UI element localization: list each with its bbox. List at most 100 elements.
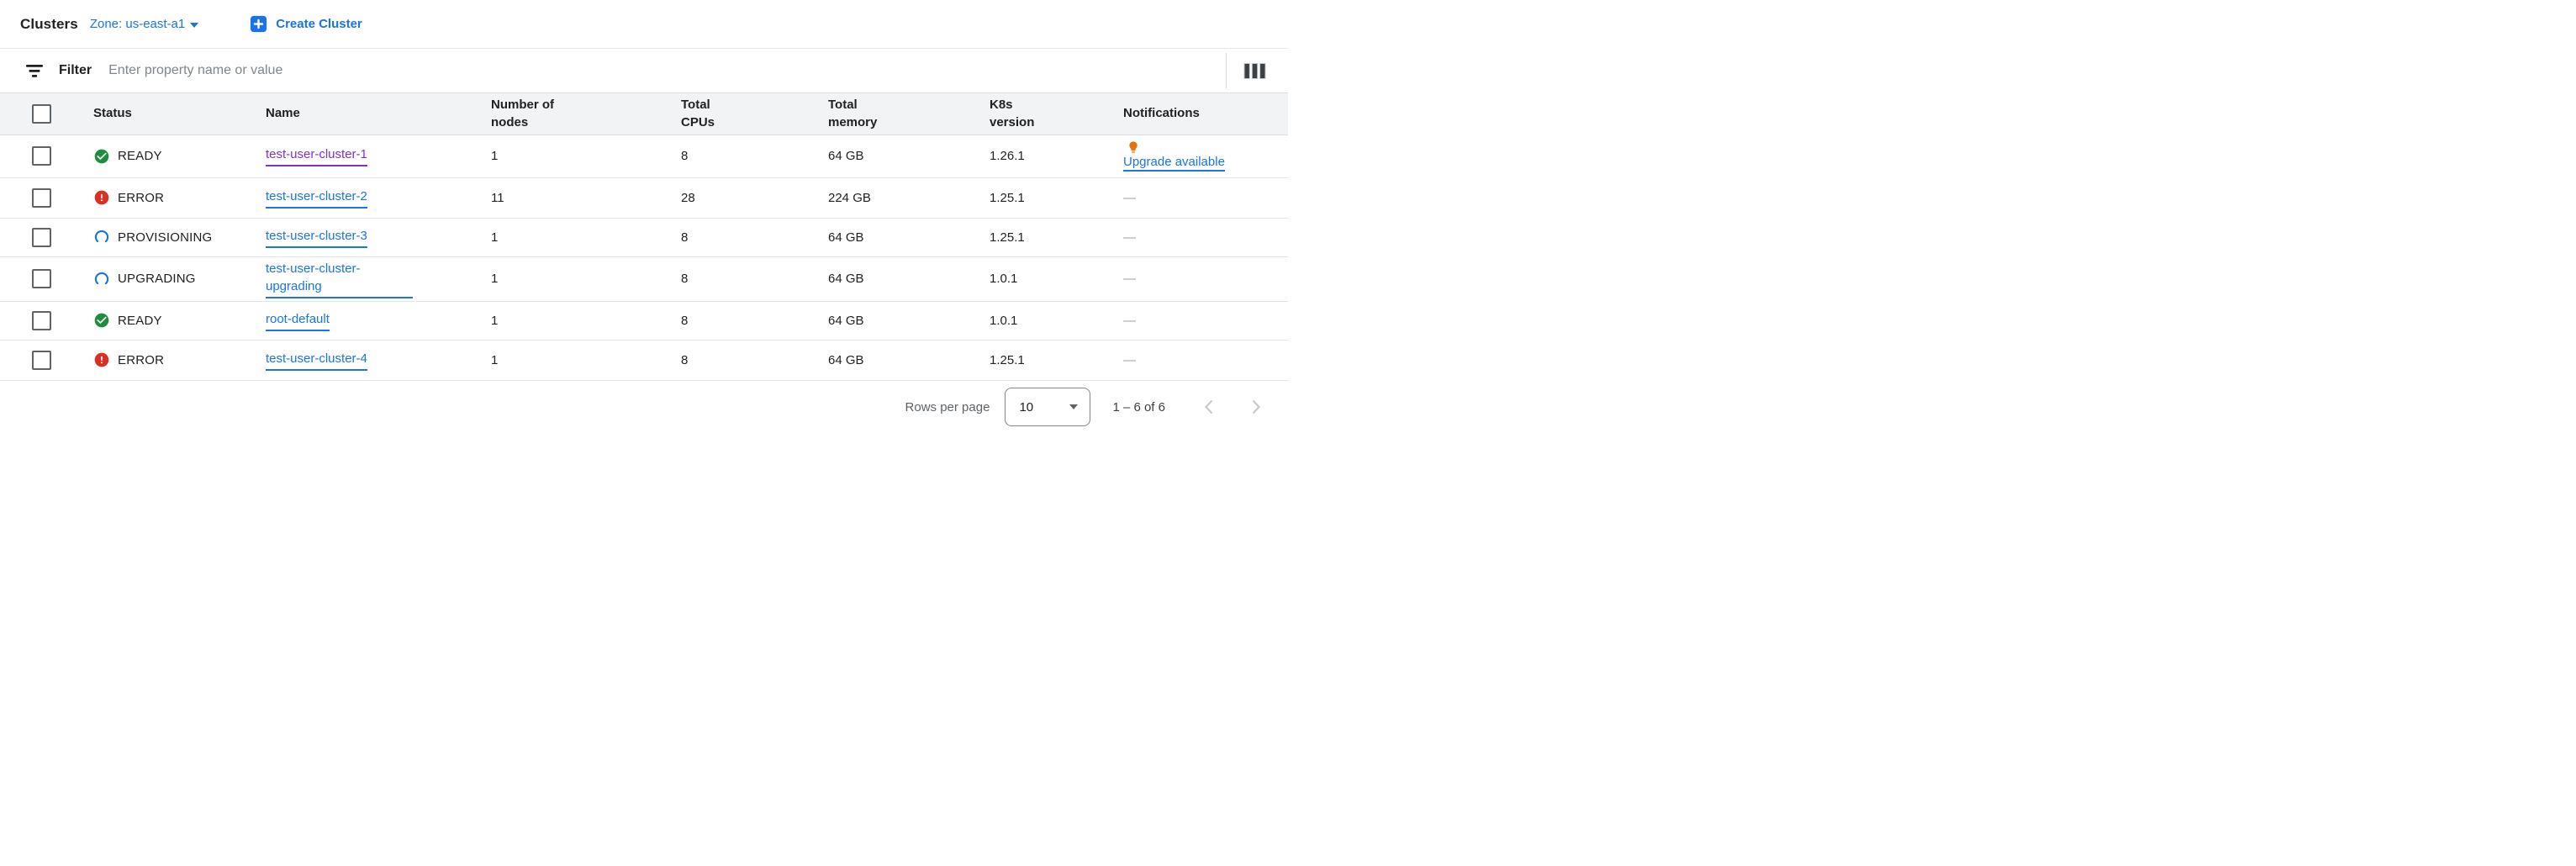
row-checkbox[interactable] bbox=[32, 146, 51, 166]
k8s-version-cell: 1.0.1 bbox=[990, 256, 1123, 302]
nodes-cell: 1 bbox=[491, 135, 681, 178]
no-notification-dash: — bbox=[1123, 313, 1136, 328]
no-notification-dash: — bbox=[1123, 230, 1136, 245]
table-row: READY test-user-cluster-1 1 8 64 GB 1.26.1 Upg… bbox=[0, 135, 1288, 178]
upgrade-available-link[interactable]: Upgrade available bbox=[1123, 155, 1225, 172]
column-header-notifications: Notifications bbox=[1123, 93, 1288, 135]
status-label: ERROR bbox=[118, 352, 165, 367]
cpus-cell: 8 bbox=[681, 256, 828, 302]
next-page-button[interactable] bbox=[1252, 399, 1261, 415]
status-label: UPGRADING bbox=[118, 272, 196, 286]
status-error-icon bbox=[93, 351, 110, 368]
rows-per-page-label: Rows per page bbox=[905, 399, 990, 415]
nodes-cell: 1 bbox=[491, 340, 681, 381]
k8s-version-cell: 1.0.1 bbox=[990, 301, 1123, 341]
row-checkbox[interactable] bbox=[32, 187, 51, 208]
create-cluster-button[interactable]: Create Cluster bbox=[249, 14, 362, 34]
column-header-status: Status bbox=[93, 93, 266, 135]
table-row: PROVISIONING test-user-cluster-3 1 8 64 GB 1.… bbox=[0, 218, 1288, 257]
chevron-left-icon bbox=[1204, 399, 1213, 415]
create-cluster-label: Create Cluster bbox=[276, 17, 362, 31]
column-header-k8s-version: K8s version bbox=[990, 93, 1123, 135]
rows-per-page-select[interactable]: 10 bbox=[1005, 388, 1091, 426]
row-checkbox[interactable] bbox=[32, 227, 51, 247]
no-notification-dash: — bbox=[1123, 352, 1136, 367]
filter-icon bbox=[25, 64, 44, 78]
table-header-row: Status Name Number of nodes Total CPUs T… bbox=[0, 93, 1288, 135]
memory-cell: 64 GB bbox=[828, 135, 990, 178]
chevron-right-icon bbox=[1252, 399, 1261, 415]
status-ready-icon bbox=[93, 148, 110, 165]
nodes-cell: 11 bbox=[491, 177, 681, 219]
cluster-name-link[interactable]: test-user-cluster-4 bbox=[266, 350, 367, 371]
table-row: UPGRADING test-user-cluster-upgrading 1 8 64… bbox=[0, 256, 1288, 302]
memory-cell: 64 GB bbox=[828, 218, 990, 257]
memory-cell: 64 GB bbox=[828, 256, 990, 302]
lightbulb-icon bbox=[1127, 140, 1140, 154]
notification-cell: — bbox=[1123, 340, 1288, 381]
no-notification-dash: — bbox=[1123, 272, 1136, 286]
page-range-label: 1 – 6 of 6 bbox=[1112, 399, 1165, 415]
status-label: READY bbox=[118, 313, 162, 328]
column-header-cpus: Total CPUs bbox=[681, 93, 828, 135]
k8s-version-cell: 1.25.1 bbox=[990, 177, 1123, 219]
column-selector-icon bbox=[1243, 62, 1266, 80]
page-header: Clusters Zone: us-east-a1 Create Cluster bbox=[0, 0, 1288, 49]
notification-cell: — bbox=[1123, 218, 1288, 257]
status-label: PROVISIONING bbox=[118, 230, 213, 245]
pagination-bar: Rows per page 10 1 – 6 of 6 bbox=[0, 381, 1288, 434]
notification-cell: — bbox=[1123, 301, 1288, 341]
cpus-cell: 8 bbox=[681, 340, 828, 381]
column-selector-button[interactable] bbox=[1240, 59, 1270, 83]
nodes-cell: 1 bbox=[491, 301, 681, 341]
status-progress-icon bbox=[93, 229, 110, 246]
cpus-cell: 28 bbox=[681, 177, 828, 219]
notification-cell: — bbox=[1123, 177, 1288, 219]
cluster-name-link[interactable]: test-user-cluster-1 bbox=[266, 145, 367, 166]
notification-cell: — bbox=[1123, 256, 1288, 302]
row-checkbox[interactable] bbox=[32, 269, 51, 288]
caret-down-icon bbox=[190, 22, 199, 28]
zone-dropdown[interactable]: Zone: us-east-a1 bbox=[89, 17, 199, 31]
nodes-cell: 1 bbox=[491, 218, 681, 257]
k8s-version-cell: 1.26.1 bbox=[990, 135, 1123, 178]
table-row: ERROR test-user-cluster-4 1 8 64 GB 1.25.1— bbox=[0, 340, 1288, 381]
page-title: Clusters bbox=[20, 15, 78, 32]
filter-bar: Filter bbox=[0, 49, 1288, 93]
cluster-name-link[interactable]: test-user-cluster-upgrading bbox=[266, 260, 413, 298]
rows-per-page-value: 10 bbox=[1019, 399, 1034, 415]
row-checkbox[interactable] bbox=[32, 350, 51, 370]
nodes-cell: 1 bbox=[491, 256, 681, 302]
cluster-name-link[interactable]: test-user-cluster-2 bbox=[266, 187, 367, 209]
select-all-checkbox[interactable] bbox=[32, 103, 51, 124]
no-notification-dash: — bbox=[1123, 190, 1136, 205]
plus-icon bbox=[249, 14, 268, 34]
cluster-name-link[interactable]: test-user-cluster-3 bbox=[266, 227, 367, 248]
cpus-cell: 8 bbox=[681, 218, 828, 257]
row-checkbox[interactable] bbox=[32, 310, 51, 330]
column-header-name: Name bbox=[266, 93, 491, 135]
table-row: READY root-default 1 8 64 GB 1.0.1— bbox=[0, 301, 1288, 341]
cpus-cell: 8 bbox=[681, 301, 828, 341]
k8s-version-cell: 1.25.1 bbox=[990, 340, 1123, 381]
status-label: READY bbox=[118, 149, 162, 163]
clusters-table: Status Name Number of nodes Total CPUs T… bbox=[0, 93, 1288, 381]
cluster-name-link[interactable]: root-default bbox=[266, 310, 330, 331]
caret-down-icon bbox=[1069, 404, 1079, 409]
column-header-nodes: Number of nodes bbox=[491, 93, 681, 135]
status-progress-icon bbox=[93, 271, 110, 288]
status-label: ERROR bbox=[118, 190, 165, 205]
table-row: ERROR test-user-cluster-2 11 28 224 GB 1.25.1… bbox=[0, 177, 1288, 219]
memory-cell: 64 GB bbox=[828, 301, 990, 341]
memory-cell: 64 GB bbox=[828, 340, 990, 381]
cpus-cell: 8 bbox=[681, 135, 828, 178]
filter-input[interactable] bbox=[107, 62, 1219, 79]
previous-page-button[interactable] bbox=[1204, 399, 1213, 415]
zone-dropdown-label: Zone: us-east-a1 bbox=[89, 17, 186, 31]
status-ready-icon bbox=[93, 312, 110, 329]
filter-label: Filter bbox=[59, 63, 92, 77]
notification-cell: Upgrade available bbox=[1123, 135, 1288, 178]
status-error-icon bbox=[93, 189, 110, 206]
column-header-memory: Total memory bbox=[828, 93, 990, 135]
memory-cell: 224 GB bbox=[828, 177, 990, 219]
